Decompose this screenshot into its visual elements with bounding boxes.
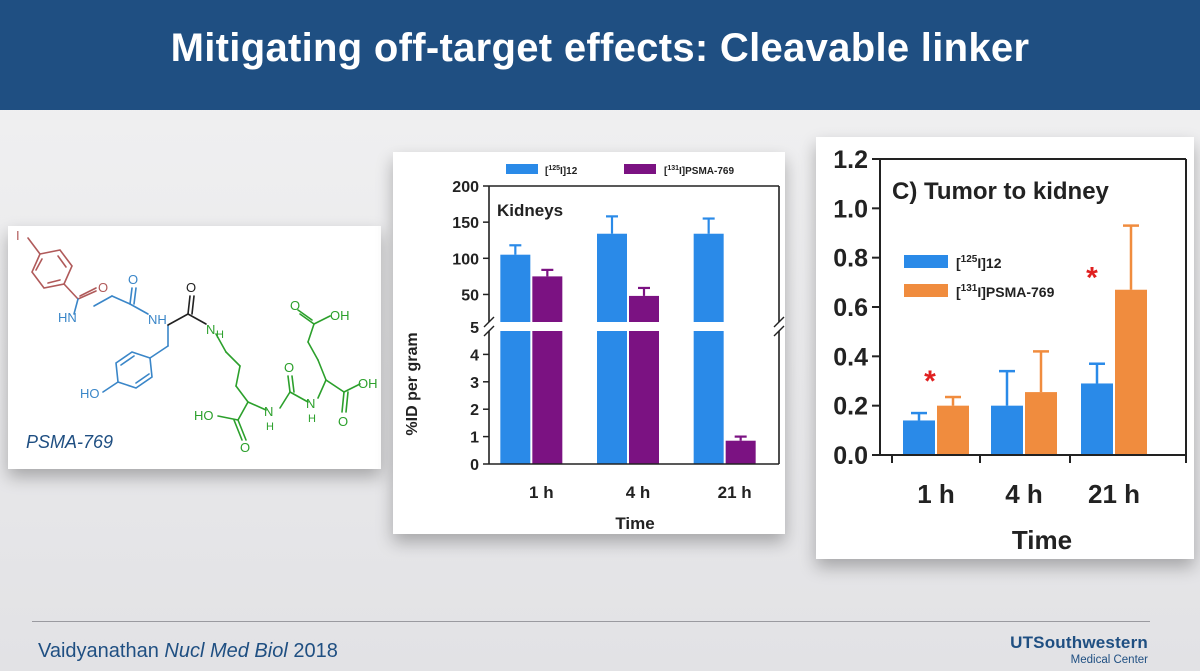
kidney-y-tick-label-up-2: 150 [452, 215, 479, 232]
logo-wordmark: UTSouthwestern [1010, 633, 1148, 652]
kidney-break-mark-left-1 [483, 316, 495, 328]
ratio-chart-title: C) Tumor to kidney [892, 178, 1110, 205]
kidney-y-axis-title: %ID per gram [404, 332, 421, 435]
kidney-bar-s0-2 [693, 233, 724, 464]
kidney-bar-s1-1 [629, 295, 659, 464]
atom-h-1: H [216, 329, 224, 341]
atom-n-3: N [306, 396, 315, 411]
kidney-break-mark-right-1 [773, 316, 785, 328]
tumor-to-kidney-chart: C) Tumor to kidney [125I]12 [131I]PSMA-7… [833, 146, 1187, 555]
kidney-legend-swatch-0 [506, 164, 538, 174]
ratio-legend: [125I]12 [131I]PSMA-769 [904, 254, 1055, 300]
atom-iodine: I [16, 228, 20, 243]
footer-divider [32, 621, 1150, 622]
ratio-bar-s0-0 [903, 420, 935, 455]
atom-o-urea: O [284, 360, 294, 375]
citation-author: Vaidyanathan [38, 640, 159, 662]
ratio-bar-s1-1 [1025, 392, 1057, 455]
kidney-y-tick-label-up-3: 200 [452, 179, 479, 196]
ratio-x-tick-label-1: 4 h [1005, 479, 1043, 509]
kidney-x-axis-title: Time [615, 514, 654, 533]
kidney-legend-label-1: [131I]PSMA-769 [664, 165, 734, 177]
ratio-chart-panel: C) Tumor to kidney [125I]12 [131I]PSMA-7… [816, 137, 1194, 559]
kidney-chart-panel: [125I]12 [131I]PSMA-769 Kidneys %ID per … [393, 152, 785, 534]
atom-o-1: O [98, 280, 108, 295]
ratio-x-tick-label-2: 21 h [1088, 479, 1140, 509]
atom-o-glu: O [290, 298, 300, 313]
kidney-legend-label-0: [125I]12 [545, 165, 578, 177]
atom-ho-tyr: HO [80, 386, 100, 401]
atom-o-3: O [186, 280, 196, 295]
atom-ho-lys: HO [194, 408, 214, 423]
kidney-y-tick-label-low-3: 3 [470, 375, 479, 392]
ratio-y-tick-label-3: 0.6 [833, 294, 868, 322]
kidney-panel-label: Kidneys [497, 201, 563, 220]
atom-nh-1: NH [148, 312, 167, 327]
kidney-bar-s1-2 [725, 440, 756, 464]
ratio-bar-s1-0 [937, 405, 969, 455]
significance-star-0: * [924, 365, 936, 398]
kidney-break-mark-right-2 [773, 325, 785, 337]
kidney-x-tick-label-1: 4 h [626, 483, 651, 502]
title-bar: Mitigating off-target effects: Cleavable… [0, 0, 1200, 110]
structure-panel: I O HN O NH O N H HO O OH HO N H N H O O… [8, 226, 381, 469]
ratio-legend-label-1: [131I]PSMA-769 [956, 283, 1055, 300]
atom-n-1: N [206, 322, 215, 337]
atom-oh-glu: OH [330, 308, 350, 323]
ratio-bar-s0-1 [991, 405, 1023, 455]
ratio-bar-s0-2 [1081, 383, 1113, 455]
kidney-y-tick-label-low-4: 4 [470, 347, 479, 364]
kidney-uptake-chart: [125I]12 [131I]PSMA-769 Kidneys %ID per … [404, 164, 785, 533]
ratio-x-axis-title: Time [1012, 525, 1072, 555]
kidney-legend-swatch-1 [624, 164, 656, 174]
ratio-y-tick-label-6: 1.2 [833, 146, 868, 174]
kidney-x-tick-label-2: 21 h [718, 483, 752, 502]
atom-o-2: O [128, 272, 138, 287]
ratio-y-tick-label-0: 0.0 [833, 442, 868, 470]
ratio-y-tick-label-2: 0.4 [833, 343, 868, 371]
citation: Vaidyanathan Nucl Med Biol 2018 [38, 640, 338, 663]
atom-h-3: H [308, 413, 316, 425]
slide-title: Mitigating off-target effects: Cleavable… [170, 26, 1030, 70]
ratio-y-tick-label-5: 1.0 [833, 195, 868, 223]
psma-769-structure: I O HN O NH O N H HO O OH HO N H N H O O… [16, 228, 378, 455]
citation-journal: Nucl Med Biol [164, 640, 288, 662]
kidney-y-tick-label-low-5: 5 [470, 320, 479, 337]
kidney-bar-s0-1 [597, 233, 627, 464]
kidney-y-tick-label-low-2: 2 [470, 402, 479, 419]
kidney-legend: [125I]12 [131I]PSMA-769 [506, 164, 734, 177]
atom-h-2: H [266, 421, 274, 433]
ratio-legend-label-0: [125I]12 [956, 254, 1002, 271]
atom-hn-1: HN [58, 310, 77, 325]
atom-oh-cooh: OH [358, 376, 378, 391]
kidney-y-tick-label-up-1: 100 [452, 251, 479, 268]
ratio-legend-swatch-1 [904, 284, 948, 297]
kidney-y-tick-label-low-1: 1 [470, 430, 479, 447]
ratio-legend-swatch-0 [904, 255, 948, 268]
significance-star-2: * [1086, 262, 1098, 295]
ratio-x-tick-label-0: 1 h [917, 479, 955, 509]
logo-subtitle: Medical Center [1070, 654, 1148, 666]
ratio-bar-s1-2 [1115, 289, 1147, 455]
kidney-y-tick-label-low-0: 0 [470, 457, 479, 474]
kidney-axis-break [479, 322, 783, 331]
kidney-bar-s0-0 [500, 254, 531, 464]
kidney-y-tick-label-up-0: 50 [461, 287, 479, 304]
kidney-x-tick-label-0: 1 h [529, 483, 554, 502]
structure-caption: PSMA-769 [26, 432, 113, 452]
citation-year: 2018 [293, 640, 338, 662]
kidney-break-mark-left-2 [483, 325, 495, 337]
utsw-logo: UTSouthwestern Medical Center [1008, 633, 1148, 666]
ratio-y-tick-label-4: 0.8 [833, 245, 868, 273]
atom-n-2: N [264, 404, 273, 419]
kidney-bar-s1-0 [532, 276, 563, 464]
atom-o-cooh: O [338, 414, 348, 429]
ratio-y-tick-label-1: 0.2 [833, 393, 868, 421]
atom-o-lys: O [240, 440, 250, 455]
